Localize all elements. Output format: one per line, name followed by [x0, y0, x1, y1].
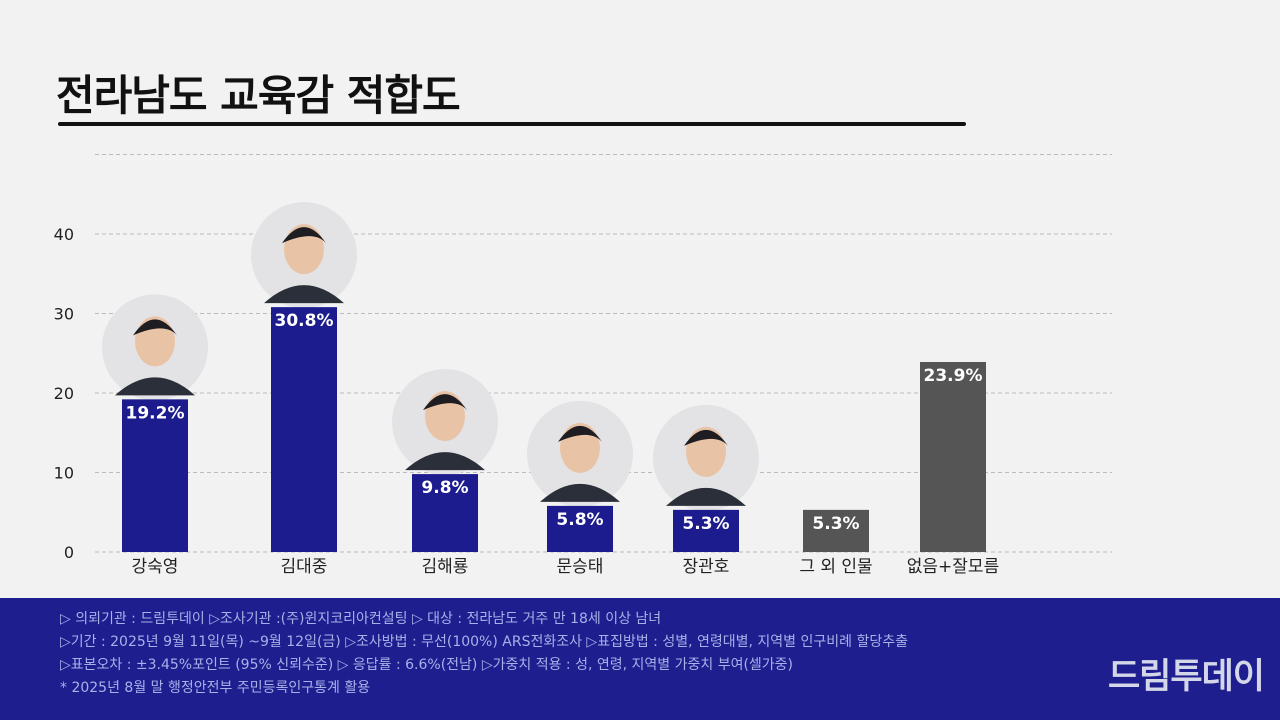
bar-value-label: 5.3%: [682, 514, 729, 534]
y-tick-label: 0: [64, 543, 74, 562]
bar-value-label: 19.2%: [126, 403, 185, 423]
category-label: 강숙영: [132, 557, 179, 577]
candidate-photo: [102, 294, 208, 401]
bar: [547, 505, 613, 552]
category-label: 없음+잘모름: [907, 557, 999, 577]
y-tick-label: 40: [54, 225, 74, 244]
photo-shoulders: [540, 483, 620, 502]
page-title: 전라남도 교육감 적합도: [56, 71, 461, 120]
survey-notes: ▷ 의뢰기관 : 드림투데이 ▷조사기관 :(주)윈지코리아컨설팅 ▷ 대상 :…: [60, 608, 908, 700]
y-tick-label: 20: [54, 384, 74, 403]
photo-hair: [133, 319, 177, 336]
bar: [271, 307, 337, 552]
y-tick-label: 30: [54, 305, 74, 324]
footer-line-2: ▷기간 : 2025년 9월 11일(목) ~9월 12일(금) ▷조사방법 :…: [60, 634, 908, 650]
bar: [920, 361, 986, 552]
category-label: 김대중: [281, 557, 328, 577]
photo-hair: [423, 394, 467, 411]
brand-logo: 드림투데이: [1107, 657, 1265, 697]
footer-line-4: * 2025년 8월 말 행정안전부 주민등록인구통계 활용: [60, 680, 371, 696]
candidate-photo: [251, 202, 357, 309]
bar-value-label: 23.9%: [924, 366, 983, 386]
bar: [673, 509, 739, 552]
photo-shoulders: [666, 487, 746, 506]
bar-value-label: 30.8%: [275, 311, 334, 331]
bar-value-label: 9.8%: [421, 478, 468, 498]
category-label: 장관호: [683, 557, 730, 577]
category-label: 그 외 인물: [799, 557, 872, 577]
photo-hair: [684, 429, 728, 446]
photo-hair: [282, 227, 326, 244]
title-underline: [58, 122, 966, 126]
footer-line-3: ▷표본오차 : ±3.45%포인트 (95% 신뢰수준) ▷ 응답률 : 6.6…: [60, 657, 794, 673]
photo-shoulders: [264, 285, 344, 304]
candidate-photo: [392, 369, 498, 476]
photo-shoulders: [405, 452, 485, 471]
bar: [803, 509, 869, 552]
y-tick-label: 10: [54, 464, 74, 483]
bar-value-label: 5.3%: [812, 514, 859, 534]
bar: [122, 399, 188, 552]
category-label: 김해룡: [422, 557, 469, 577]
footer-line-1: ▷ 의뢰기관 : 드림투데이 ▷조사기관 :(주)윈지코리아컨설팅 ▷ 대상 :…: [60, 611, 662, 627]
candidate-photo: [527, 400, 633, 507]
footer-panel: ▷ 의뢰기관 : 드림투데이 ▷조사기관 :(주)윈지코리아컨설팅 ▷ 대상 :…: [0, 598, 1280, 720]
bar-value-label: 5.8%: [556, 510, 603, 530]
category-label: 문승태: [557, 557, 604, 577]
bar: [412, 474, 478, 552]
photo-shoulders: [115, 377, 195, 396]
bar-chart: 0 10 20 30 40 19.2% 강숙영 30.8% 김대중 9.8% 김해룡 5.8% 문승태 5…: [54, 154, 1112, 577]
photo-hair: [558, 425, 602, 442]
candidate-photo: [653, 404, 759, 511]
